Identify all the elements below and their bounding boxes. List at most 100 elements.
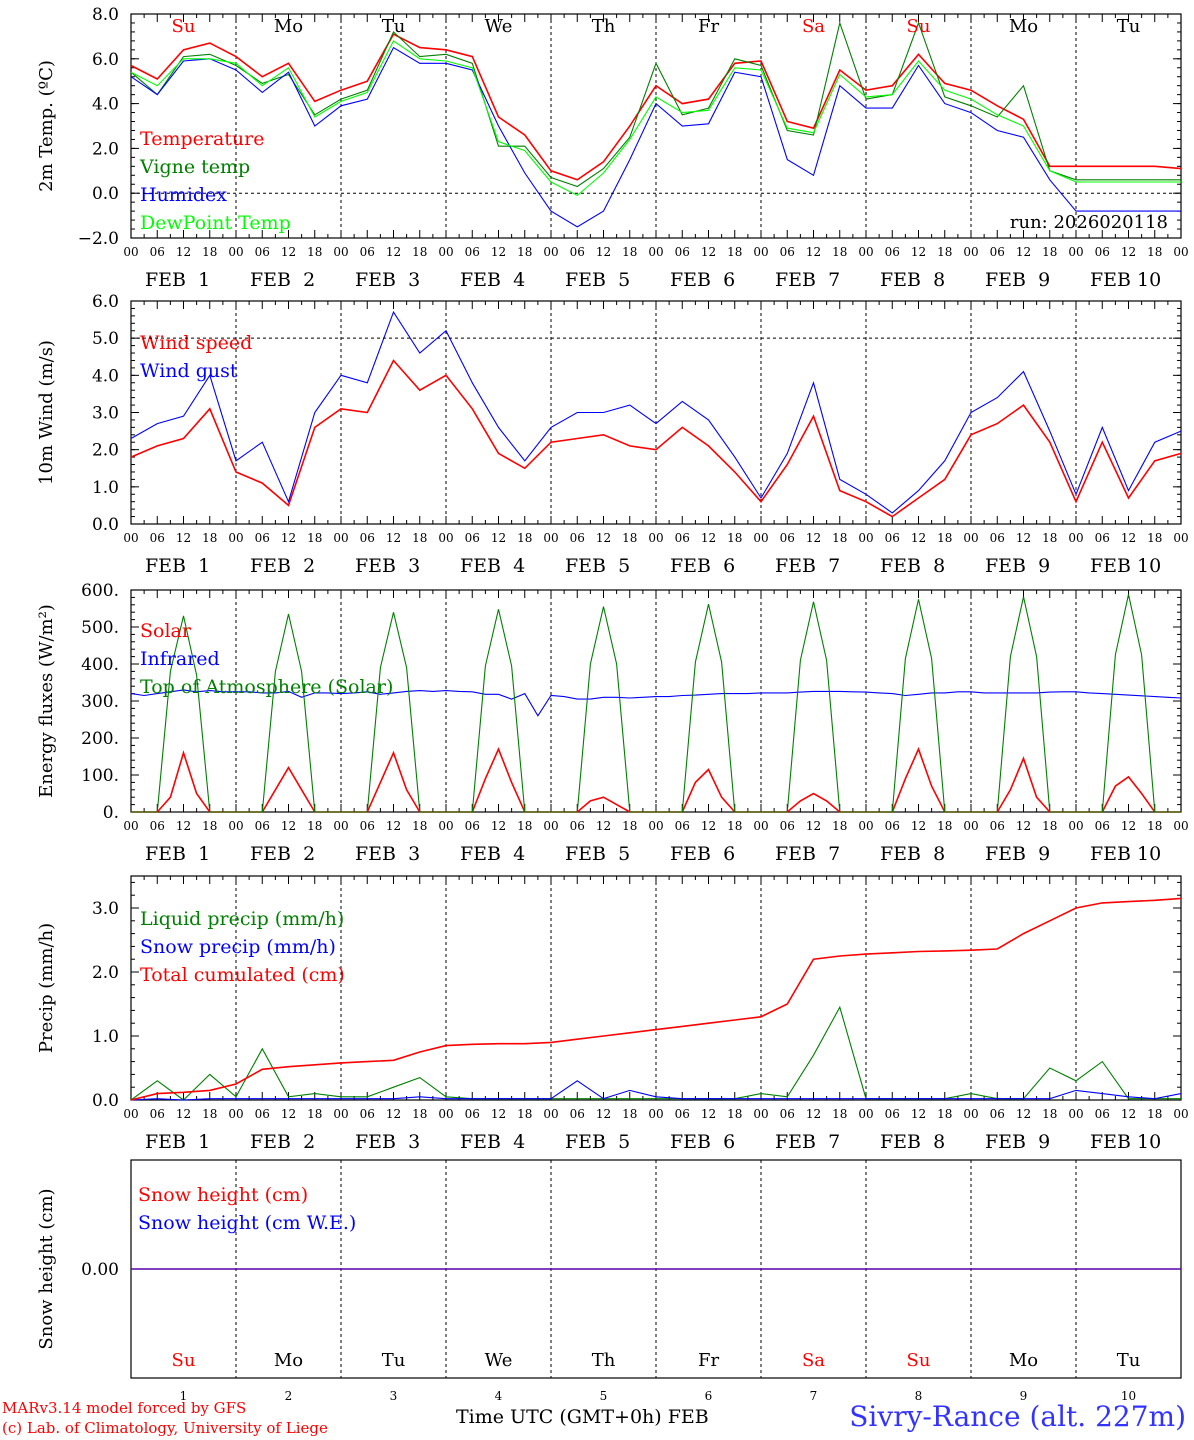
hour-tick-label: 06 xyxy=(465,245,480,259)
weekday-label: Fr xyxy=(698,1350,719,1371)
y-tick-label: 500. xyxy=(81,618,119,638)
y-axis-label: 2m Temp. (ºC) xyxy=(36,60,57,192)
hour-tick-label: 18 xyxy=(727,531,742,545)
series-snow-precip-mm-h- xyxy=(130,1080,1182,1101)
hour-tick-label: 18 xyxy=(1147,819,1162,833)
weekday-label: Mo xyxy=(1009,16,1038,37)
hour-tick-label: 18 xyxy=(202,1107,217,1121)
hour-tick-label: 12 xyxy=(176,819,191,833)
hour-tick-label: 12 xyxy=(596,1107,611,1121)
legend-entry: Total cumulated (cm) xyxy=(140,964,345,986)
day-label: FEB 9 xyxy=(985,843,1050,865)
day-label: FEB 5 xyxy=(565,555,630,577)
hour-tick-label: 06 xyxy=(360,819,375,833)
hour-tick-label: 18 xyxy=(202,531,217,545)
y-axis-label: Precip (mm/h) xyxy=(36,923,57,1053)
credit-model: MARv3.14 model forced by GFS xyxy=(2,1399,247,1417)
hour-tick-label: 12 xyxy=(596,531,611,545)
hour-tick-label: 18 xyxy=(1042,531,1057,545)
hour-tick-label: 18 xyxy=(1147,245,1162,259)
hour-tick-label: 18 xyxy=(412,1107,427,1121)
hour-tick-label: 06 xyxy=(360,245,375,259)
hour-tick-label: 00 xyxy=(123,1107,138,1121)
weekday-label: Mo xyxy=(274,16,303,37)
weekday-label: We xyxy=(485,16,513,37)
hour-tick-label: 18 xyxy=(622,245,637,259)
hour-tick-label: 00 xyxy=(648,1107,663,1121)
hour-tick-label: 18 xyxy=(1042,245,1057,259)
series-humidex xyxy=(130,46,1181,228)
y-tick-label: 3.0 xyxy=(92,404,119,424)
weekday-label: Fr xyxy=(698,16,719,37)
y-tick-label: 5.0 xyxy=(92,329,119,349)
day-label: FEB 6 xyxy=(670,843,735,865)
hour-tick-label: 18 xyxy=(307,245,322,259)
legend-entry: Snow height (cm) xyxy=(138,1184,308,1206)
panel-frame xyxy=(130,300,1182,525)
hour-tick-label: 00 xyxy=(123,531,138,545)
hour-tick-label: 06 xyxy=(150,531,165,545)
hour-tick-label: 12 xyxy=(806,1107,821,1121)
hour-tick-label: 06 xyxy=(570,1107,585,1121)
hour-tick-label: 06 xyxy=(885,245,900,259)
hour-tick-label: 12 xyxy=(386,531,401,545)
hour-tick-label: 18 xyxy=(622,819,637,833)
hour-tick-label: 18 xyxy=(832,245,847,259)
day-label: FEB 6 xyxy=(670,555,735,577)
weekday-label: Tu xyxy=(1117,1350,1141,1371)
hour-tick-label: 06 xyxy=(255,531,270,545)
hour-tick-label: 00 xyxy=(1068,819,1083,833)
day-label: FEB 4 xyxy=(460,843,525,865)
y-tick-label: 4.0 xyxy=(92,95,119,115)
day-label: FEB 1 xyxy=(145,843,210,865)
hour-tick-label: 12 xyxy=(176,1107,191,1121)
y-tick-label: 0.0 xyxy=(92,1091,119,1111)
day-label: FEB 1 xyxy=(145,269,210,291)
y-tick-label: 0.0 xyxy=(92,184,119,204)
hour-tick-label: 18 xyxy=(832,531,847,545)
hour-tick-label: 12 xyxy=(386,1107,401,1121)
hour-tick-label: 00 xyxy=(963,1107,978,1121)
series-dewpoint-temp xyxy=(130,40,1181,197)
hour-tick-label: 12 xyxy=(911,1107,926,1121)
hour-tick-label: 06 xyxy=(150,819,165,833)
hour-tick-label: 00 xyxy=(648,531,663,545)
day-label: FEB 2 xyxy=(250,555,315,577)
legend-entry: Wind gust xyxy=(140,360,238,382)
y-tick-label: 6.0 xyxy=(92,50,119,70)
hour-tick-label: 00 xyxy=(543,531,558,545)
hour-tick-label: 00 xyxy=(858,819,873,833)
hour-tick-label: 00 xyxy=(333,1107,348,1121)
hour-tick-label: 00 xyxy=(1068,531,1083,545)
day-label: FEB 6 xyxy=(670,1131,735,1153)
hour-tick-label: 12 xyxy=(911,819,926,833)
day-number-label: 6 xyxy=(705,1389,713,1403)
series-wind-speed xyxy=(130,359,1182,518)
hour-tick-label: 06 xyxy=(360,1107,375,1121)
hour-tick-label: 18 xyxy=(937,1107,952,1121)
hour-tick-label: 12 xyxy=(1121,819,1136,833)
hour-tick-label: 00 xyxy=(1068,1107,1083,1121)
day-label: FEB 9 xyxy=(985,555,1050,577)
day-label: FEB 4 xyxy=(460,1131,525,1153)
weekday-label: Tu xyxy=(382,16,406,37)
hour-tick-label: 12 xyxy=(491,1107,506,1121)
hour-tick-label: 18 xyxy=(412,819,427,833)
y-tick-label: 2.0 xyxy=(92,441,119,461)
hour-tick-label: 18 xyxy=(832,1107,847,1121)
day-label: FEB 7 xyxy=(775,1131,840,1153)
y-tick-label: 2.0 xyxy=(92,963,119,983)
weekday-label: Su xyxy=(907,16,931,37)
hour-tick-label: 12 xyxy=(1121,531,1136,545)
hour-tick-label: 18 xyxy=(307,1107,322,1121)
hour-tick-label: 12 xyxy=(1121,1107,1136,1121)
day-number-label: 4 xyxy=(495,1389,503,1403)
hour-tick-label: 00 xyxy=(963,531,978,545)
hour-tick-label: 12 xyxy=(281,1107,296,1121)
day-label: FEB 3 xyxy=(355,555,420,577)
day-label: FEB 2 xyxy=(250,269,315,291)
hour-tick-label: 12 xyxy=(1016,819,1031,833)
y-tick-label: 6.0 xyxy=(92,292,119,312)
weekday-label: Su xyxy=(172,16,196,37)
hour-tick-label: 12 xyxy=(281,819,296,833)
